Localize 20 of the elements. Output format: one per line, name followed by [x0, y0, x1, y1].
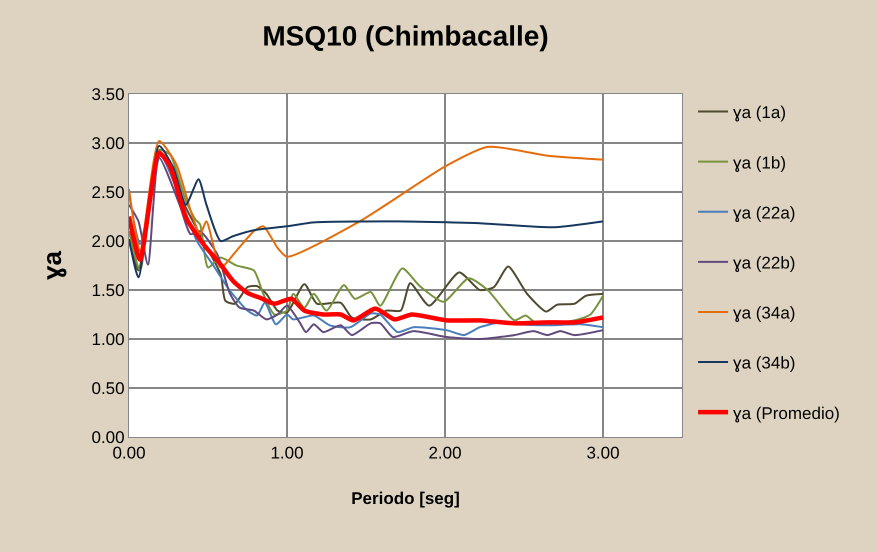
x-tick-label: 1.00	[270, 443, 304, 462]
chart-title: MSQ10 (Chimbacalle)	[262, 20, 549, 52]
y-tick-label: 1.00	[92, 330, 125, 349]
y-tick-label: 3.00	[92, 134, 125, 153]
y-axis-title: ɣa	[36, 250, 67, 280]
legend-label: ɣa (22a)	[733, 203, 796, 222]
y-tick-label: 2.50	[92, 182, 125, 202]
legend-label: ɣa (Promedio)	[733, 404, 840, 423]
legend-label: ɣa (34a)	[733, 304, 796, 323]
x-tick-label: 2.00	[428, 443, 462, 462]
y-tick-label: 3.50	[92, 84, 125, 104]
legend-label: ɣa (1b)	[733, 153, 786, 172]
y-tick-label: 0.50	[92, 378, 125, 398]
y-tick-label: 1.50	[92, 280, 125, 300]
legend-label: ɣa (34b)	[733, 354, 796, 373]
x-axis-title: Periodo [seg]	[351, 488, 460, 508]
legend-label: ɣa (1a)	[733, 103, 786, 122]
y-tick-label: 2.00	[92, 232, 125, 251]
x-tick-label: 3.00	[586, 443, 620, 462]
legend-label: ɣa (22b)	[733, 253, 796, 272]
